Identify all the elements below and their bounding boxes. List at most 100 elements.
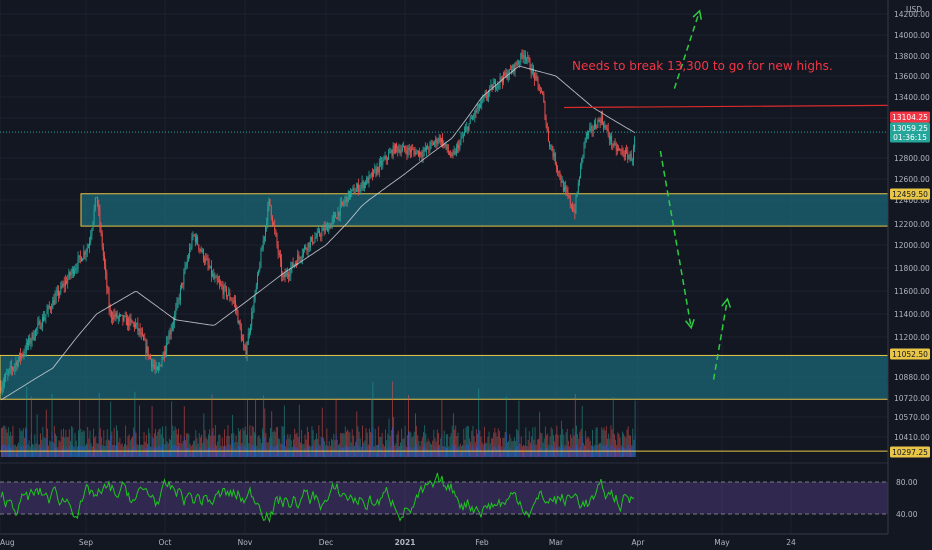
candle-body — [573, 210, 575, 212]
candle-body — [110, 311, 112, 318]
volume-average-bar — [44, 449, 46, 457]
candle-body — [493, 81, 495, 85]
volume-average-bar — [297, 449, 299, 457]
candle-body — [596, 127, 598, 129]
candle-body — [515, 62, 517, 65]
volume-bar — [448, 446, 450, 457]
price-axis-label: 12800.00 — [894, 154, 930, 163]
candle-body — [61, 285, 63, 287]
volume-average-bar — [316, 447, 317, 457]
time-axis-label: Nov — [238, 538, 253, 547]
currency-label: USD — [906, 5, 922, 14]
candle-body — [211, 266, 212, 276]
volume-average-bar — [33, 452, 35, 457]
volume-average-bar — [480, 448, 482, 457]
volume-average-bar — [586, 449, 588, 457]
candle-body — [138, 328, 140, 331]
volume-bar — [543, 438, 545, 457]
candle-body — [120, 314, 122, 316]
price-tag-label: 11052.50 — [892, 350, 928, 359]
candle-body — [418, 150, 419, 156]
volume-average-bar — [375, 452, 377, 457]
candle-body — [132, 322, 134, 324]
candle-body — [252, 311, 254, 313]
volume-average-bar — [528, 446, 530, 457]
volume-bar — [479, 430, 481, 457]
volume-bar — [364, 440, 366, 457]
volume-bar — [240, 429, 242, 457]
volume-bar — [412, 435, 414, 457]
volume-bar — [68, 429, 70, 457]
volume-average-bar — [35, 451, 37, 457]
volume-average-bar — [366, 447, 368, 457]
volume-average-bar — [81, 447, 83, 457]
candle-body — [335, 214, 337, 218]
volume-average-bar — [213, 448, 215, 457]
volume-bar — [420, 440, 422, 457]
volume-bar — [566, 428, 568, 457]
volume-average-bar — [539, 438, 541, 457]
candle-body — [250, 326, 251, 333]
candle-body — [522, 55, 524, 59]
volume-average-bar — [173, 446, 175, 457]
volume-average-bar — [588, 449, 590, 457]
candle-body — [579, 178, 580, 183]
candle-body — [530, 69, 532, 74]
volume-bar — [374, 429, 376, 457]
volume-bar — [595, 427, 597, 457]
volume-bar — [156, 435, 158, 457]
time-axis[interactable]: Aug Sep Oct Nov Dec 2021 Feb Mar Apr May 24 — [0, 538, 796, 547]
volume-bar — [186, 433, 188, 457]
price-tag-label: 13104.25 — [892, 113, 928, 122]
volume-bar — [405, 446, 407, 457]
price-tag — [890, 188, 930, 200]
volume-bar — [149, 433, 151, 457]
candle-body — [303, 249, 304, 256]
volume-bar — [282, 426, 284, 457]
candle-body — [204, 259, 205, 262]
volume-average-bar — [187, 447, 189, 457]
projection-arrow-1 — [673, 10, 701, 89]
volume-bar — [502, 437, 504, 457]
volume-bar — [390, 430, 392, 457]
candle-body — [607, 128, 609, 136]
volume-bar — [147, 443, 148, 457]
volume-bar — [413, 431, 415, 457]
volume-bar — [210, 435, 212, 457]
candle-body — [362, 181, 364, 188]
volume-average-bar — [142, 452, 144, 457]
volume-average-bar — [584, 452, 585, 457]
candle-body — [167, 343, 169, 344]
volume-average-bar — [620, 452, 622, 457]
volume-average-bar — [55, 447, 56, 457]
price-axis[interactable]: 14200.0014000.0013800.0013600.0013400.00… — [894, 10, 930, 519]
candle-body — [574, 210, 576, 213]
candle-body — [178, 299, 180, 301]
volume-average-bar — [64, 449, 66, 457]
candle-body — [602, 115, 603, 123]
volume-bar — [612, 397, 614, 457]
volume-bar — [586, 438, 588, 457]
candle-body — [630, 153, 632, 161]
candle-body — [423, 148, 425, 153]
volume-bar — [242, 428, 244, 457]
volume-average-bar — [473, 448, 475, 457]
candle-body — [380, 161, 381, 163]
volume-bar — [89, 430, 91, 457]
candle-body — [489, 86, 491, 92]
volume-average-bar — [419, 452, 421, 457]
volume-bar — [489, 443, 491, 457]
volume-bar — [143, 432, 145, 457]
volume-bar — [373, 446, 375, 457]
volume-average-bar — [481, 451, 483, 457]
volume-bar — [519, 443, 521, 457]
candle-body — [44, 317, 46, 321]
price-tag-label: 12459.50 — [892, 190, 928, 199]
candle-body — [453, 151, 455, 154]
volume-bar — [181, 443, 183, 457]
volume-average-bar — [291, 452, 293, 457]
volume-bar — [6, 432, 8, 457]
volume-average-bar — [512, 450, 514, 457]
volume-bar — [336, 439, 338, 457]
volume-bar — [63, 428, 64, 457]
